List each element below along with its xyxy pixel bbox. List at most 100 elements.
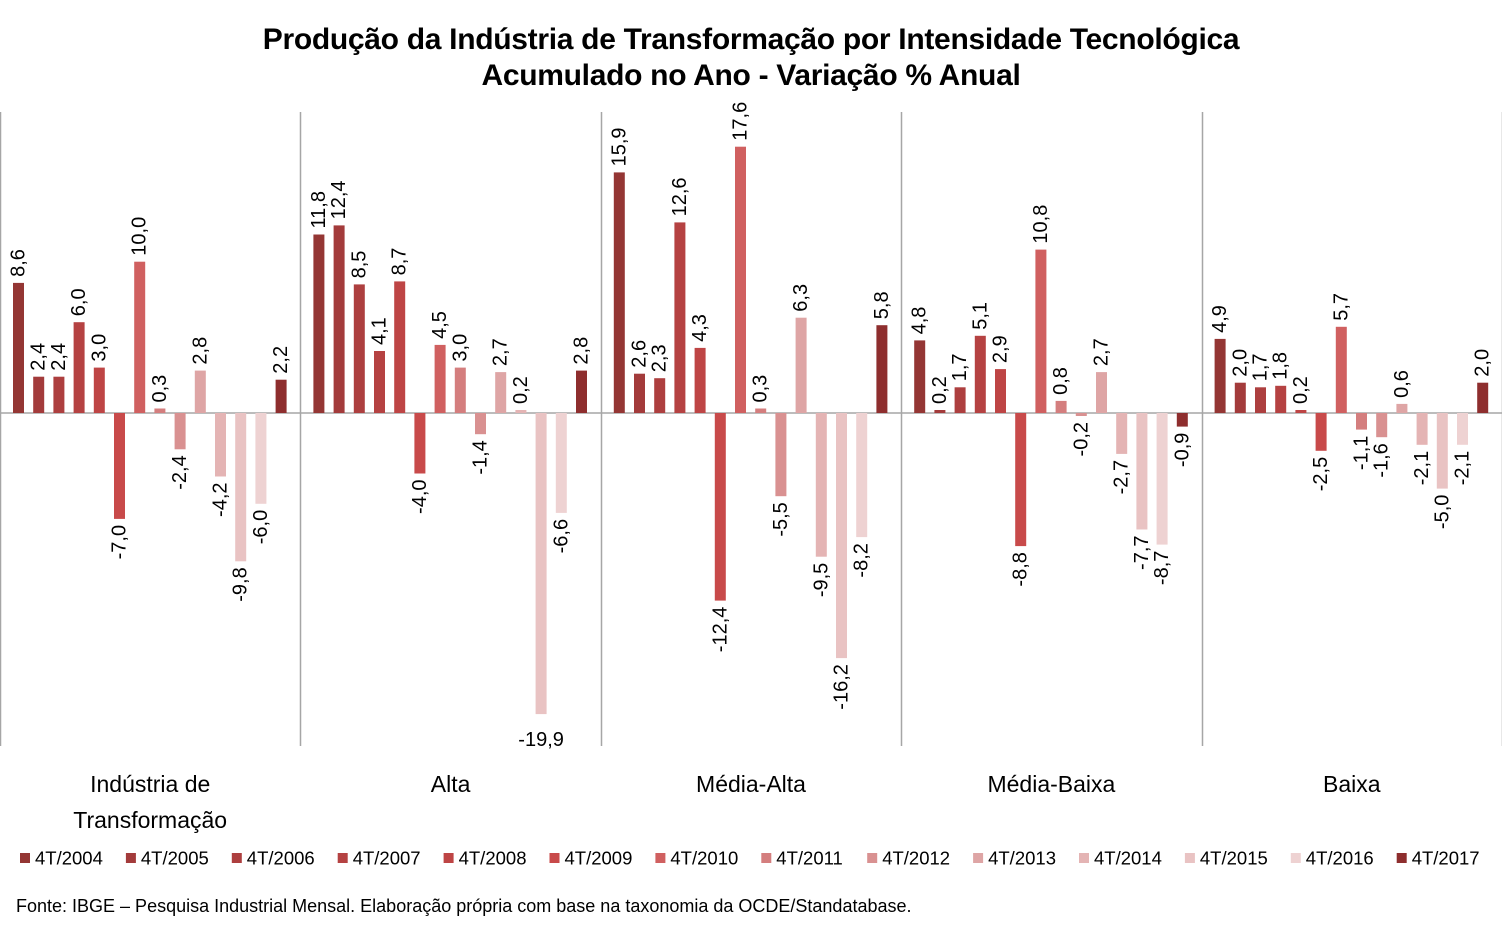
bar-4T-2008-4 xyxy=(1295,410,1307,413)
legend-swatch xyxy=(655,853,666,863)
legend-item: 4T/2014 xyxy=(1079,848,1162,869)
legend-swatch xyxy=(443,853,454,863)
bar-4T-2017-0 xyxy=(275,379,287,413)
category-label: Média-Baixa xyxy=(987,771,1115,797)
data-label: -4,2 xyxy=(210,483,232,517)
legend-label: 4T/2016 xyxy=(1306,848,1374,869)
legend-swatch xyxy=(973,853,984,863)
legend-label: 4T/2010 xyxy=(670,848,738,869)
legend-item: 4T/2004 xyxy=(20,848,103,869)
bar-4T-2005-0 xyxy=(33,376,45,413)
legend: 4T/2004 4T/2005 4T/2006 4T/2007 4T/2008 4T/20… xyxy=(20,848,1480,869)
bar-4T-2004-2 xyxy=(613,172,625,413)
data-label: 15,9 xyxy=(608,127,630,166)
bar-4T-2016-2 xyxy=(856,413,868,538)
category-dividers xyxy=(0,112,1502,746)
data-label: -5,0 xyxy=(1431,495,1453,529)
bar-4T-2010-3 xyxy=(1035,249,1047,413)
data-label: 5,8 xyxy=(871,291,893,319)
legend-swatch xyxy=(549,853,560,863)
data-label: 3,0 xyxy=(88,334,110,362)
bar-4T-2006-0 xyxy=(53,376,65,413)
bar-4T-2011-2 xyxy=(755,408,767,413)
data-label: -19,9 xyxy=(518,729,564,751)
data-label: 4,1 xyxy=(369,317,391,345)
bar-4T-2013-0 xyxy=(194,370,206,413)
legend-swatch xyxy=(1079,853,1089,863)
bar-4T-2004-4 xyxy=(1214,338,1226,413)
legend-item: 4T/2012 xyxy=(867,848,950,869)
data-label: 6,3 xyxy=(790,284,812,312)
legend-label: 4T/2014 xyxy=(1094,848,1162,869)
data-label: 0,2 xyxy=(929,376,951,404)
bar-4T-2011-3 xyxy=(1055,400,1067,413)
data-label: 8,6 xyxy=(8,249,30,277)
bar-4T-2016-1 xyxy=(555,413,567,513)
bar-4T-2012-4 xyxy=(1376,413,1388,438)
data-label: 0,8 xyxy=(1050,367,1072,395)
data-label: 1,7 xyxy=(949,353,971,381)
data-label: -1,4 xyxy=(470,440,492,474)
bar-4T-2016-4 xyxy=(1457,413,1468,445)
bar-4T-2013-1 xyxy=(495,372,507,413)
legend-swatch xyxy=(1290,853,1301,863)
data-label: -0,2 xyxy=(1070,422,1092,456)
bar-4T-2014-0 xyxy=(215,413,226,477)
legend-swatch xyxy=(125,853,136,863)
legend-item: 4T/2015 xyxy=(1184,848,1268,869)
bar-4T-2009-1 xyxy=(414,413,426,474)
legend-label: 4T/2005 xyxy=(141,848,209,869)
data-label: 2,8 xyxy=(571,337,593,365)
bar-4T-2014-4 xyxy=(1416,413,1428,445)
bar-4T-2006-4 xyxy=(1255,387,1266,413)
data-label: 2,4 xyxy=(48,343,70,371)
data-label: 12,6 xyxy=(669,177,691,216)
bar-4T-2007-3 xyxy=(974,335,986,413)
bars xyxy=(13,146,1489,715)
bar-4T-2010-1 xyxy=(434,344,446,413)
legend-item: 4T/2011 xyxy=(761,848,843,869)
data-label: 12,4 xyxy=(328,180,350,219)
bar-4T-2010-2 xyxy=(735,146,746,413)
data-label: 2,7 xyxy=(490,338,512,366)
bar-4T-2005-4 xyxy=(1234,382,1246,413)
legend-label: 4T/2009 xyxy=(565,848,633,869)
data-label: -16,2 xyxy=(831,664,853,710)
bar-4T-2010-0 xyxy=(134,261,146,413)
data-label: -1,1 xyxy=(1351,436,1373,470)
bar-4T-2015-2 xyxy=(836,413,847,659)
legend-label: 4T/2012 xyxy=(882,848,950,869)
legend-item: 4T/2008 xyxy=(443,848,526,869)
legend-label: 4T/2013 xyxy=(988,848,1056,869)
data-label: 4,5 xyxy=(429,311,451,339)
data-label: 4,9 xyxy=(1209,305,1231,333)
data-label: 6,0 xyxy=(68,288,90,316)
bar-4T-2008-0 xyxy=(93,367,105,413)
bar-4T-2007-1 xyxy=(374,351,385,413)
bar-4T-2009-3 xyxy=(1015,413,1027,547)
legend-label: 4T/2004 xyxy=(35,848,103,869)
bar-4T-2005-2 xyxy=(634,373,645,413)
bar-4T-2014-3 xyxy=(1116,413,1128,454)
data-label: -6,6 xyxy=(550,519,572,553)
data-label: 0,6 xyxy=(1391,370,1413,398)
legend-label: 4T/2017 xyxy=(1412,848,1480,869)
bar-4T-2009-4 xyxy=(1315,413,1327,451)
legend-item: 4T/2016 xyxy=(1290,848,1374,869)
data-label: 2,9 xyxy=(990,335,1012,363)
legend-item: 4T/2010 xyxy=(655,848,738,869)
bar-4T-2017-2 xyxy=(876,325,888,413)
category-labels: Indústria de Transformação Alta Média-Alta M… xyxy=(73,771,1380,833)
bar-4T-2016-3 xyxy=(1156,413,1168,545)
legend-swatch xyxy=(231,853,242,863)
data-label: 10,0 xyxy=(129,217,151,256)
legend-item: 4T/2006 xyxy=(231,848,315,869)
chart-title: Produção da Indústria de Transformação p… xyxy=(0,22,1502,94)
data-label: -8,7 xyxy=(1151,551,1173,585)
bar-4T-2017-1 xyxy=(576,370,587,413)
data-label: 8,7 xyxy=(389,248,411,276)
data-label: -2,5 xyxy=(1310,457,1332,491)
bar-4T-2007-2 xyxy=(674,222,686,413)
bar-4T-2015-3 xyxy=(1136,413,1148,530)
data-label: -0,9 xyxy=(1171,433,1193,467)
